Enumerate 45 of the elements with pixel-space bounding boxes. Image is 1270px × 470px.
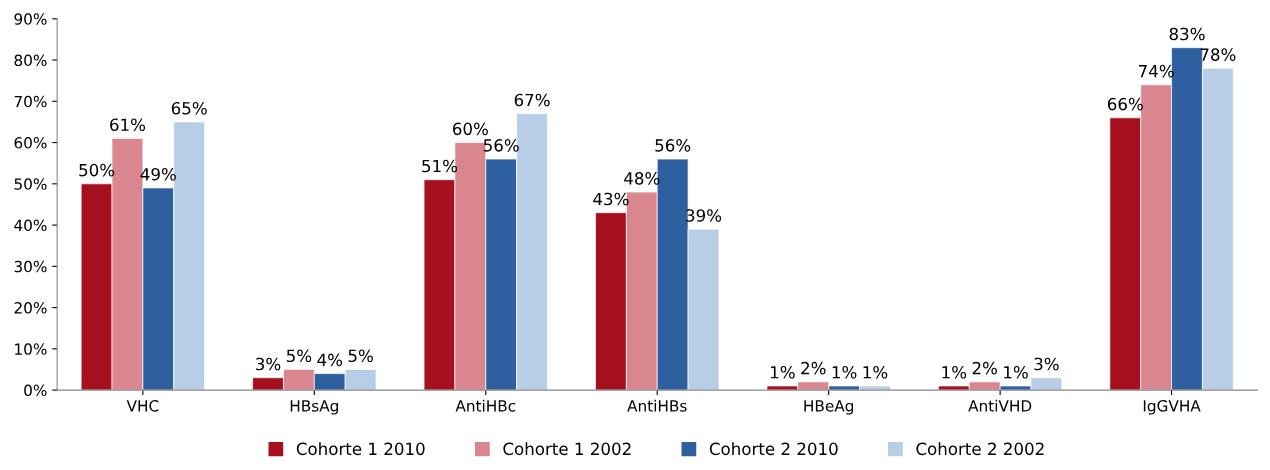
data-label: 61%	[110, 118, 146, 132]
x-tick-label: IgGVHA	[1143, 400, 1201, 415]
legend-label: Cohorte 1 2010	[296, 442, 425, 456]
data-label: 67%	[514, 93, 550, 107]
data-label: 43%	[593, 192, 629, 206]
data-label: 1%	[770, 365, 795, 379]
data-label: 1%	[1004, 365, 1028, 379]
data-label: 1%	[863, 365, 888, 379]
data-label: 3%	[1034, 357, 1059, 371]
data-label: 5%	[286, 349, 312, 363]
data-label: 2%	[801, 361, 826, 375]
x-tick-label: AntiVHD	[968, 399, 1032, 412]
data-label: 56%	[655, 139, 691, 152]
data-label: 5%	[348, 349, 373, 363]
data-label: 49%	[140, 167, 176, 181]
y-tick-label: 70%	[14, 95, 47, 108]
legend-label: Cohorte 2 2002	[916, 442, 1044, 456]
y-tick-label: 0%	[24, 384, 47, 397]
y-tick-label: 20%	[14, 302, 47, 314]
data-label: 66%	[1107, 97, 1143, 111]
y-tick-label: 30%	[14, 260, 47, 273]
data-label: 50%	[79, 163, 115, 177]
y-tick-label: 40%	[14, 219, 47, 232]
x-tick-label: AntiHBc	[455, 399, 516, 412]
y-tick-label: 80%	[14, 54, 47, 67]
data-label: 1%	[942, 365, 967, 379]
data-label: 60%	[452, 122, 488, 136]
data-label: 3%	[256, 357, 281, 371]
data-label: 56%	[483, 139, 519, 152]
legend-label: Cohorte 2 2010	[709, 442, 838, 456]
x-tick-label: AntiHBs	[627, 399, 687, 412]
y-tick-label: 10%	[15, 343, 47, 355]
y-tick-label: 50%	[14, 178, 47, 190]
x-tick-label: HBeAg	[804, 400, 854, 415]
data-label: 65%	[171, 101, 207, 115]
data-label: 2%	[972, 361, 997, 375]
data-label: 1%	[832, 365, 857, 379]
x-tick-label: VHC	[126, 400, 159, 412]
legend-label: Cohorte 1 2002	[503, 442, 631, 456]
x-tick-label: HBsAg	[290, 400, 338, 415]
data-label: 4%	[317, 353, 343, 367]
y-tick-label: 90%	[14, 13, 47, 25]
y-tick-label: 60%	[14, 137, 47, 149]
data-label: 83%	[1169, 27, 1205, 41]
data-label: 51%	[422, 159, 458, 173]
